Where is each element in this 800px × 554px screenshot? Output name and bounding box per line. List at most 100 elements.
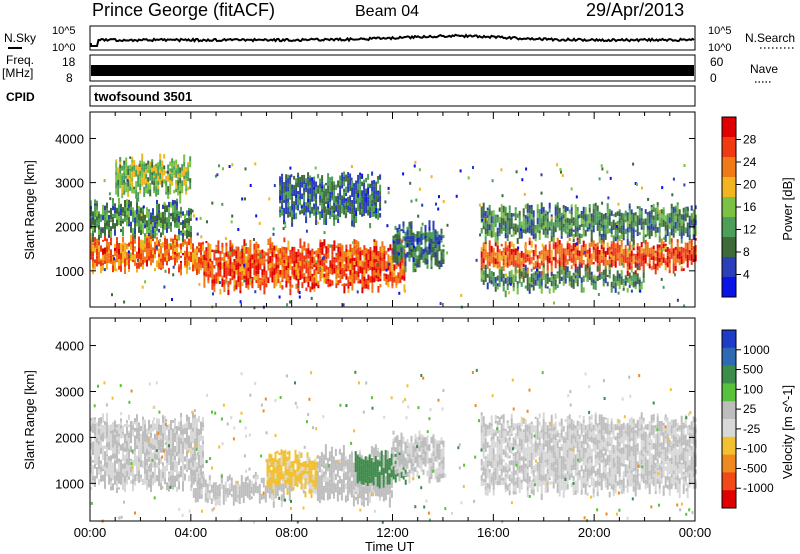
power-cell — [379, 184, 382, 192]
power-cell — [104, 229, 106, 236]
power-cell — [389, 264, 392, 272]
power-cell — [692, 255, 695, 259]
power-cell — [558, 207, 561, 214]
power-cell — [335, 214, 338, 220]
velocity-cell — [190, 454, 192, 458]
power-cell — [150, 224, 152, 230]
velocity-cell — [146, 486, 148, 490]
power-cell — [123, 300, 126, 304]
power-cell — [129, 178, 132, 184]
velocity-cell — [158, 474, 160, 480]
power-cell — [313, 283, 316, 289]
power-cell — [206, 220, 208, 224]
power-cell — [494, 282, 497, 287]
power-cell — [367, 196, 370, 200]
power-cell — [550, 249, 553, 256]
power-cell — [582, 230, 585, 237]
power-cell — [644, 234, 647, 238]
power-cell — [192, 243, 194, 247]
power-cell — [548, 253, 551, 258]
velocity-cell — [146, 455, 148, 460]
power-cell — [123, 164, 126, 170]
power-cell — [200, 255, 202, 258]
velocity-cell — [254, 489, 257, 493]
power-cell — [580, 211, 583, 215]
power-cell — [337, 218, 340, 223]
power-cell — [610, 255, 613, 260]
velocity-cell — [98, 469, 100, 475]
power-cell — [188, 225, 190, 231]
power-cell — [676, 217, 679, 223]
velocity-cell — [200, 451, 202, 455]
power-cell — [285, 205, 288, 212]
power-cell — [421, 203, 424, 207]
velocity-cell — [94, 423, 96, 427]
power-cell — [122, 226, 124, 230]
power-cell — [518, 235, 521, 239]
power-cell — [165, 180, 168, 186]
power-cell — [349, 263, 352, 270]
power-cell — [502, 225, 505, 228]
power-cell — [359, 196, 362, 203]
velocity-cell — [202, 447, 204, 451]
power-cell — [514, 229, 517, 235]
power-cell — [680, 268, 683, 272]
power-cell — [552, 231, 555, 234]
power-cell — [596, 260, 599, 264]
power-cell — [305, 248, 308, 255]
power-cell — [536, 255, 539, 259]
power-cell — [658, 210, 661, 214]
nsearch-bottom-tick: 10^0 — [708, 42, 732, 54]
power-cell — [660, 259, 663, 266]
power-cell — [327, 276, 330, 279]
power-cell — [408, 246, 411, 251]
power-cell — [616, 240, 619, 243]
power-cell — [631, 244, 634, 248]
power-cell — [333, 259, 336, 264]
power-cell — [560, 212, 563, 217]
velocity-cell — [226, 488, 229, 493]
power-cell — [299, 199, 302, 206]
power-cell — [482, 212, 485, 218]
power-cell — [414, 238, 417, 242]
velocity-cell — [172, 477, 174, 481]
power-cell — [102, 227, 104, 234]
power-cell — [373, 267, 376, 271]
power-cell — [287, 214, 290, 218]
power-cell — [329, 260, 332, 263]
power-cell — [299, 252, 302, 257]
power-cell — [115, 178, 118, 183]
velocity-cell — [124, 468, 126, 476]
power-cell — [285, 257, 288, 261]
power-cell — [170, 168, 173, 172]
power-cell — [512, 278, 515, 284]
power-cell — [369, 254, 372, 261]
power-cell — [257, 263, 260, 268]
power-cell — [90, 209, 92, 217]
velocity-cell — [178, 473, 180, 479]
power-cell — [534, 266, 537, 269]
power-cell — [371, 211, 374, 217]
power-cell — [137, 165, 140, 168]
velocity-cell — [194, 445, 196, 450]
velocity-cell — [124, 482, 126, 488]
power-cell — [345, 244, 348, 249]
power-cell — [588, 217, 591, 224]
power-cell — [361, 287, 364, 294]
power-cell — [321, 203, 324, 210]
velocity-cell — [104, 429, 106, 432]
power-cell — [556, 218, 559, 225]
power-cell — [484, 244, 487, 250]
power-cell — [434, 261, 437, 266]
power-cell — [642, 264, 645, 272]
velocity-cell — [182, 475, 184, 482]
power-cell — [172, 248, 174, 254]
power-cell — [656, 227, 659, 233]
power-cell — [325, 265, 328, 272]
power-cell — [108, 258, 110, 264]
power-cell — [301, 209, 304, 214]
power-cell — [492, 223, 495, 231]
power-cell — [375, 265, 378, 269]
power-cell — [307, 188, 310, 195]
power-cell — [530, 284, 533, 288]
